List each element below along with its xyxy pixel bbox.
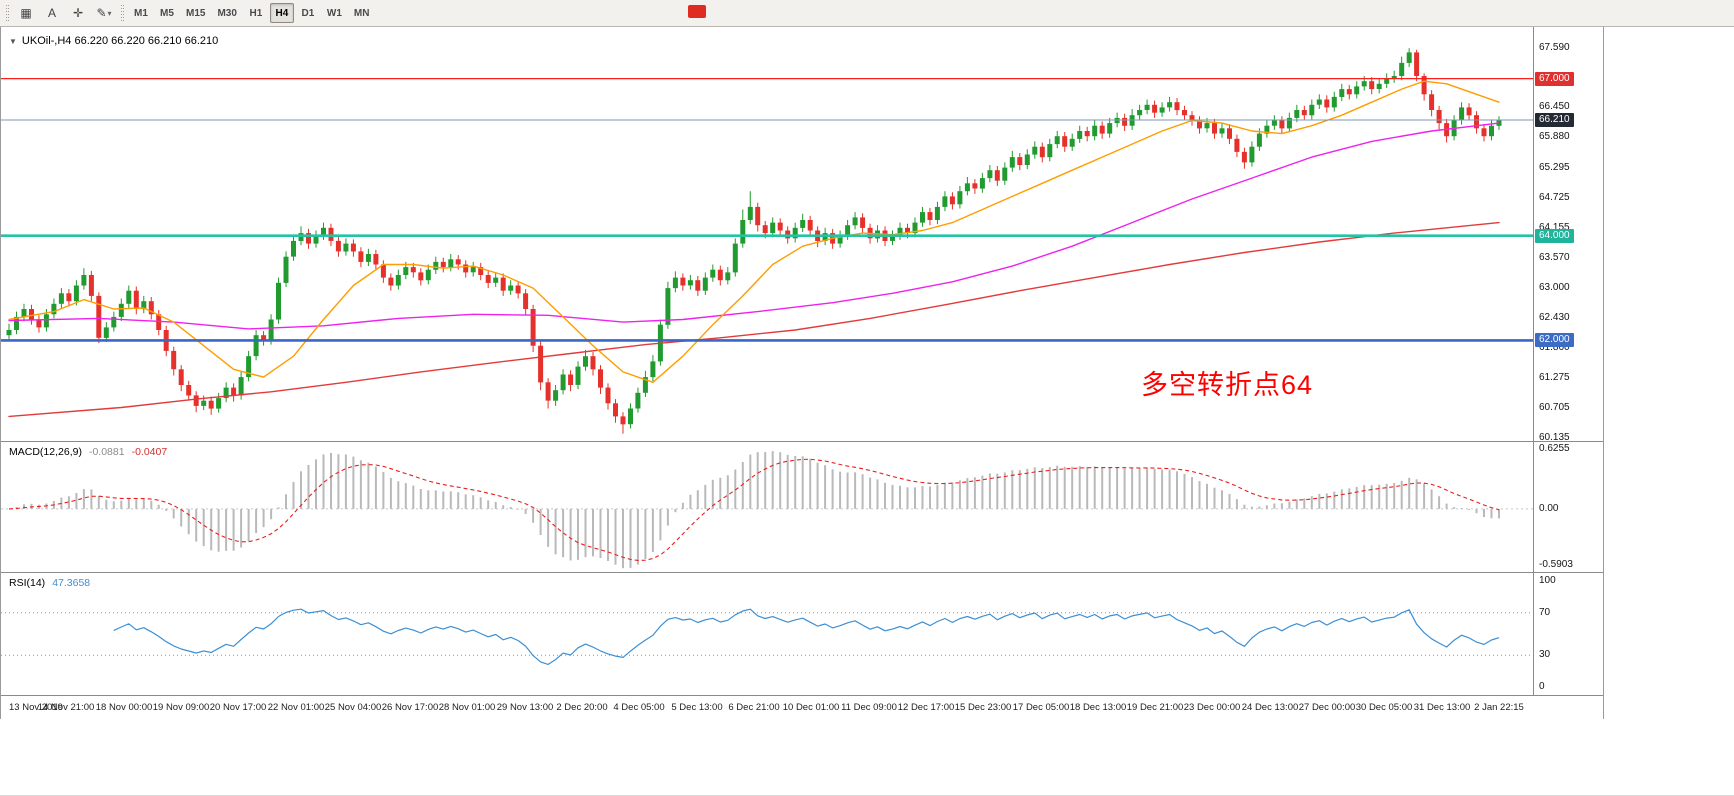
timeframe-m30-button[interactable]: M30 bbox=[212, 3, 241, 23]
crosshair-icon: ✛ bbox=[72, 6, 84, 20]
timeframe-m5-button[interactable]: M5 bbox=[155, 3, 179, 23]
macd-axis[interactable]: 0.6255 0.00 -0.5903 bbox=[1533, 442, 1603, 572]
price-tick-label: 63.570 bbox=[1539, 252, 1570, 263]
chart-grid-button[interactable]: ▦ bbox=[14, 2, 38, 24]
time-tick-label: 28 Nov 01:00 bbox=[438, 702, 496, 713]
time-tick-label: 19 Dec 21:00 bbox=[1126, 702, 1184, 713]
time-tick-label: 17 Dec 05:00 bbox=[1012, 702, 1070, 713]
rsi-indicator-label: RSI(14) 47.3658 bbox=[9, 577, 90, 589]
rsi-tick-label: 70 bbox=[1539, 607, 1551, 618]
price-tick-label: 62.430 bbox=[1539, 312, 1570, 323]
time-tick-label: 25 Nov 04:00 bbox=[324, 702, 382, 713]
price-tick-label: 61.860 bbox=[1539, 342, 1570, 353]
rsi-name: RSI(14) bbox=[9, 577, 46, 589]
time-tick-label: 19 Nov 09:00 bbox=[152, 702, 210, 713]
red-indicator bbox=[688, 5, 706, 18]
macd-pane: MACD(12,26,9) -0.0881 -0.0407 0.6255 0.00 -0… bbox=[1, 442, 1603, 573]
rsi-axis[interactable]: 100 70 30 0 bbox=[1533, 573, 1603, 695]
timeframe-mn-button[interactable]: MN bbox=[349, 3, 375, 23]
time-tick-label: 2 Dec 20:00 bbox=[556, 702, 608, 713]
time-tick-label: 10 Dec 01:00 bbox=[782, 702, 840, 713]
time-tick-label: 15 Dec 23:00 bbox=[954, 702, 1012, 713]
macd-tick-label: -0.5903 bbox=[1539, 559, 1573, 570]
macd-canvas[interactable] bbox=[1, 442, 1533, 572]
price-tick-label: 65.880 bbox=[1539, 131, 1570, 142]
time-tick-label: 31 Dec 13:00 bbox=[1413, 702, 1471, 713]
time-tick-label: 18 Dec 13:00 bbox=[1069, 702, 1127, 713]
time-tick-label: 5 Dec 13:00 bbox=[671, 702, 723, 713]
price-axis[interactable]: 67.590 66.450 65.880 65.295 64.725 64.155 63.5… bbox=[1533, 27, 1603, 443]
price-tick-label: 63.000 bbox=[1539, 282, 1570, 293]
text-annotation-button[interactable]: A bbox=[40, 2, 64, 24]
time-tick-label: 22 Nov 01:00 bbox=[267, 702, 325, 713]
timeframe-d1-button[interactable]: D1 bbox=[296, 3, 320, 23]
text-annotation-icon: A bbox=[47, 6, 56, 20]
resistance-67-badge: 67.000 bbox=[1535, 72, 1574, 86]
time-axis[interactable]: 13 Nov 2019 14 Nov 21:00 18 Nov 00:00 19 No… bbox=[1, 696, 1603, 719]
time-tick-label: 11 Dec 09:00 bbox=[841, 702, 897, 713]
rsi-tick-label: 100 bbox=[1539, 575, 1556, 586]
chart-header: ▼ UKOil-,H4 66.220 66.220 66.210 66.210 bbox=[9, 35, 218, 47]
main-chart-pane: ▼ UKOil-,H4 66.220 66.220 66.210 66.210 … bbox=[1, 27, 1603, 443]
timeframe-buttons: M1 M5 M15 M30 H1 H4 D1 W1 MN bbox=[128, 3, 375, 23]
draw-tools-icon: ✎ bbox=[96, 6, 107, 20]
macd-tick-label: 0.00 bbox=[1539, 503, 1559, 514]
timeframe-h4-button[interactable]: H4 bbox=[269, 3, 294, 23]
toolbar: ▦ A ✛ ✎ ▾ M1 M5 M15 M30 H1 H4 D1 W1 MN bbox=[0, 0, 1734, 27]
macd-indicator-label: MACD(12,26,9) -0.0881 -0.0407 bbox=[9, 446, 167, 458]
timeframe-m15-button[interactable]: M15 bbox=[181, 3, 210, 23]
price-chart-canvas[interactable] bbox=[1, 27, 1533, 441]
time-tick-label: 18 Nov 00:00 bbox=[95, 702, 153, 713]
macd-signal-value: -0.0407 bbox=[131, 446, 168, 458]
rsi-pane: RSI(14) 47.3658 100 70 30 0 bbox=[1, 573, 1603, 696]
timeframe-toolbar-grip[interactable] bbox=[121, 5, 124, 21]
chart-annotation-text: 多空转折点64 bbox=[1141, 370, 1314, 400]
rsi-value: 47.3658 bbox=[52, 577, 91, 589]
price-tick-label: 64.725 bbox=[1539, 192, 1570, 203]
chart-grid-icon: ▦ bbox=[20, 6, 32, 20]
time-tick-label: 23 Dec 00:00 bbox=[1183, 702, 1241, 713]
time-tick-label: 26 Nov 17:00 bbox=[381, 702, 439, 713]
current-price-badge: 66.210 bbox=[1535, 113, 1574, 127]
symbol-ohlc-label: UKOil-,H4 66.220 66.220 66.210 66.210 bbox=[21, 35, 219, 47]
level-64-badge: 64.000 bbox=[1535, 229, 1574, 243]
toolbar-grip[interactable] bbox=[6, 5, 9, 21]
time-tick-label: 2 Jan 22:15 bbox=[1474, 702, 1524, 713]
price-tick-label: 67.590 bbox=[1539, 42, 1570, 53]
time-tick-label: 20 Nov 17:00 bbox=[209, 702, 267, 713]
crosshair-button[interactable]: ✛ bbox=[66, 2, 90, 24]
price-tick-label: 65.295 bbox=[1539, 162, 1570, 173]
time-tick-label: 6 Dec 21:00 bbox=[728, 702, 780, 713]
tool-buttons: ▦ A ✛ ✎ ▾ bbox=[13, 2, 117, 24]
price-tick-label: 61.275 bbox=[1539, 372, 1570, 383]
macd-name: MACD(12,26,9) bbox=[9, 446, 82, 458]
timeframe-m1-button[interactable]: M1 bbox=[129, 3, 153, 23]
time-tick-label: 12 Dec 17:00 bbox=[897, 702, 955, 713]
time-tick-label: 24 Dec 13:00 bbox=[1241, 702, 1299, 713]
time-tick-label: 14 Nov 21:00 bbox=[37, 702, 95, 713]
price-tick-label: 64.155 bbox=[1539, 222, 1570, 233]
time-tick-label: 29 Nov 13:00 bbox=[496, 702, 554, 713]
macd-main-value: -0.0881 bbox=[88, 446, 125, 458]
timeframe-w1-button[interactable]: W1 bbox=[322, 3, 347, 23]
time-tick-label: 13 Nov 2019 bbox=[9, 702, 63, 713]
price-tick-label: 60.705 bbox=[1539, 402, 1570, 413]
draw-tools-button[interactable]: ✎ ▾ bbox=[92, 2, 116, 24]
rsi-canvas[interactable] bbox=[1, 573, 1533, 695]
chevron-down-icon: ▾ bbox=[107, 8, 112, 18]
rsi-tick-label: 30 bbox=[1539, 649, 1551, 660]
chart-dropdown-icon[interactable]: ▼ bbox=[9, 36, 17, 46]
time-tick-label: 4 Dec 05:00 bbox=[613, 702, 665, 713]
time-tick-label: 27 Dec 00:00 bbox=[1298, 702, 1356, 713]
timeframe-h1-button[interactable]: H1 bbox=[244, 3, 268, 23]
rsi-tick-label: 0 bbox=[1539, 681, 1545, 692]
price-tick-label: 66.450 bbox=[1539, 101, 1570, 112]
level-62-badge: 62.000 bbox=[1535, 333, 1574, 347]
chart-window: ▼ UKOil-,H4 66.220 66.220 66.210 66.210 … bbox=[0, 27, 1604, 719]
price-tick-label: 60.135 bbox=[1539, 432, 1570, 443]
macd-tick-label: 0.6255 bbox=[1539, 443, 1570, 454]
time-tick-label: 30 Dec 05:00 bbox=[1355, 702, 1413, 713]
